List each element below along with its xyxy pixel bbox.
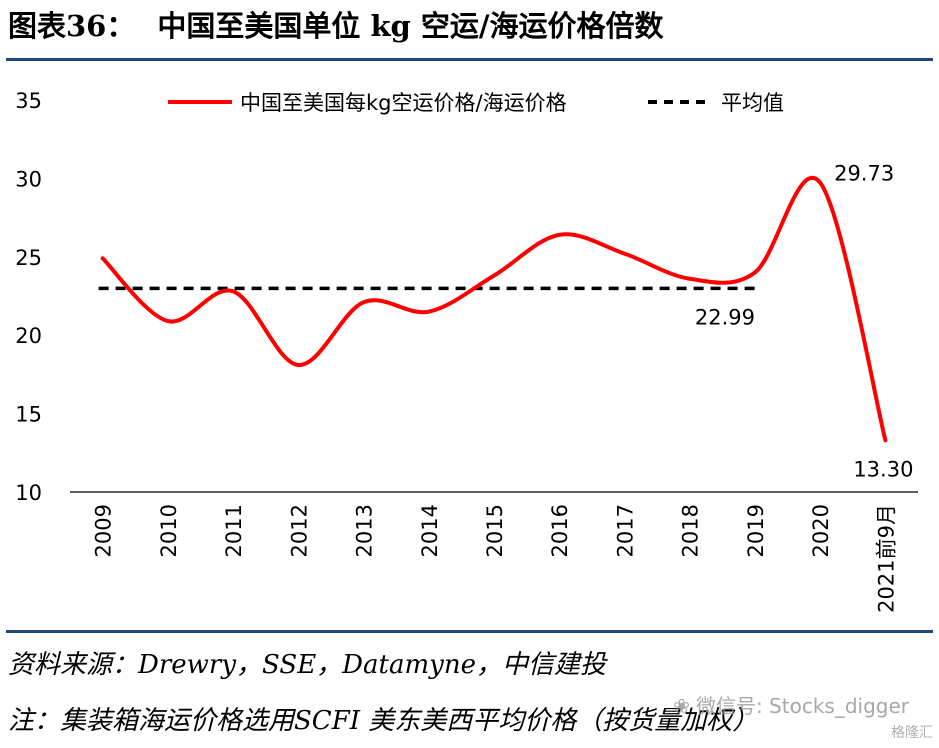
figure-title-text: 中国至美国单位 kg 空运/海运价格倍数 [157,9,664,43]
y-tick-label: 25 [15,246,42,270]
y-tick-label: 10 [15,481,42,505]
data-label: 13.30 [853,457,913,481]
x-tick-label: 2011 [222,504,246,557]
watermark-account-text: 微信号: Stocks_digger [695,694,909,718]
data-labels: 22.99 29.73 13.30 [695,162,914,482]
figure-number: 图表36： [8,9,136,43]
header-rule [6,58,933,61]
y-tick-label: 30 [15,167,42,191]
wechat-icon: ❀ [673,694,690,718]
footnote: 注：集装箱海运价格选用SCFI 美东美西平均价格（按货量加权） [8,706,759,736]
footer-rule [6,630,933,633]
x-tick-label: 2009 [92,504,116,557]
x-tick-label: 2018 [679,504,703,557]
x-tick-label: 2019 [744,504,768,557]
data-label: 29.73 [834,162,894,186]
legend-label-average: 平均值 [721,91,784,115]
x-tick-label: 2014 [418,504,442,557]
x-axis: 2009 2010 2011 2012 2013 2014 2015 2016 2017 2018… [70,491,918,613]
y-axis: 35 30 25 20 15 10 [15,89,42,505]
x-tick-label: 2012 [287,504,311,557]
watermark-brand: 格隆汇 [891,725,933,741]
x-tick-label: 2010 [157,504,181,557]
watermark-account: ❀ 微信号: Stocks_digger [673,690,909,719]
x-tick-label: 2016 [548,504,572,557]
x-tick-label: 2017 [613,504,637,557]
x-tick-label: 2015 [483,504,507,557]
x-tick-label: 2013 [353,504,377,557]
y-tick-label: 20 [15,324,42,348]
series-layer [98,176,888,443]
figure-title: 图表36： 中国至美国单位 kg 空运/海运价格倍数 [8,4,664,48]
x-tick-label: 2020 [809,504,833,557]
data-label: 22.99 [695,305,755,329]
legend-label-ratio: 中国至美国每kg空运价格/海运价格 [240,91,567,115]
x-tick-label: 2021前9月 [874,504,898,613]
legend: 中国至美国每kg空运价格/海运价格 平均值 [168,91,784,115]
source-note: 资料来源：Drewry，SSE，Datamyne，中信建投 [8,650,606,680]
y-tick-label: 35 [15,89,42,113]
y-tick-label: 15 [15,403,42,427]
ratio-line [100,176,888,443]
